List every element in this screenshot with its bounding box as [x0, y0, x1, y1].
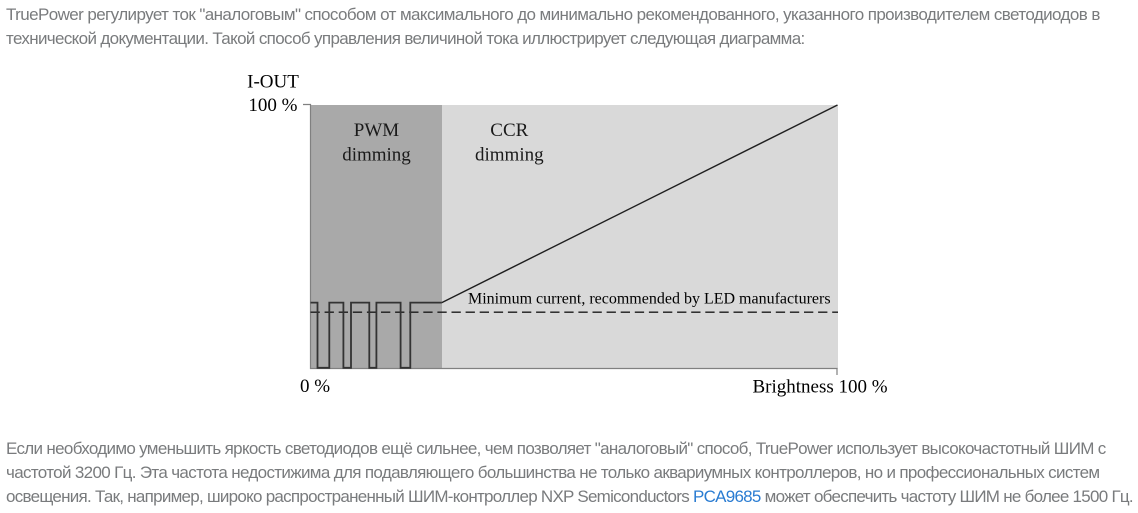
svg-text:Brightness 100 %: Brightness 100 %	[753, 376, 888, 397]
svg-text:100 %: 100 %	[248, 95, 297, 116]
svg-text:dimming: dimming	[342, 144, 411, 165]
svg-text:PWM: PWM	[354, 120, 400, 141]
svg-text:0 %: 0 %	[300, 376, 330, 397]
svg-text:Minimum current, recommended b: Minimum current, recommended by LED manu…	[468, 291, 831, 308]
svg-text:CCR: CCR	[490, 120, 528, 141]
svg-text:dimming: dimming	[475, 144, 544, 165]
svg-text:I-OUT: I-OUT	[247, 72, 299, 93]
